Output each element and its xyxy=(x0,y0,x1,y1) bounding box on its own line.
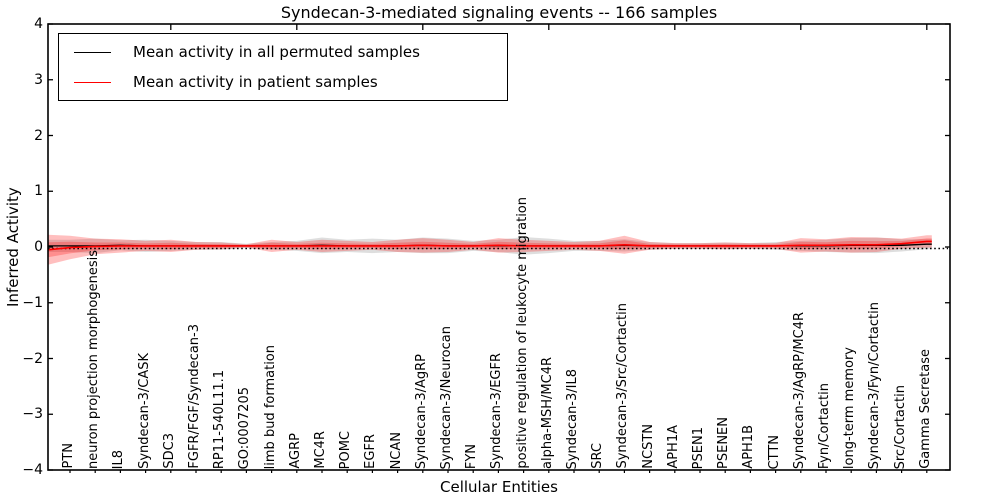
x-tick-label: FGFR/FGF/Syndecan-3 xyxy=(187,324,202,469)
x-tick-label: limb bud formation xyxy=(262,344,278,469)
x-tick-label: long-term memory xyxy=(842,346,858,469)
y-tick-label: −4 xyxy=(22,462,43,478)
y-tick-label: 0 xyxy=(34,239,43,255)
x-tick-label: Fyn/Cortactin xyxy=(817,382,832,469)
y-tick-label: 2 xyxy=(34,127,43,144)
x-axis-label: Cellular Entities xyxy=(440,478,558,496)
x-tick-label: APH1B xyxy=(741,425,757,469)
x-tick-label: SRC xyxy=(590,443,606,469)
y-tick-label: −3 xyxy=(22,406,43,423)
patient-mean-line xyxy=(47,240,932,251)
x-tick-label: GO:0007205 xyxy=(237,386,253,469)
x-tick-label: Gamma Secretase xyxy=(917,349,933,469)
y-tick-label: −2 xyxy=(22,350,43,367)
x-tick-label: Syndecan-3/EGFR xyxy=(489,353,505,469)
patient-range-band xyxy=(48,234,932,265)
x-tick-label: CTTN xyxy=(766,434,782,469)
x-tick-label: Syndecan-3/Neurocan xyxy=(439,325,454,469)
x-tick-label: Syndecan-3/Fyn/Cortactin xyxy=(867,301,883,469)
y-tick-label: 4 xyxy=(34,16,43,32)
legend: Mean activity in all permuted samples Me… xyxy=(58,33,508,101)
permuted-line-swatch xyxy=(74,51,111,53)
x-tick-label: Syndecan-3/AgRP/MC4R xyxy=(791,311,807,469)
x-tick-label: Src/Cortactin xyxy=(892,384,908,469)
y-tick-label: 1 xyxy=(34,183,43,200)
x-tick-label: RP11-540L11.1 xyxy=(212,369,228,469)
x-tick-label: neuron projection morphogenesis xyxy=(86,250,102,469)
x-tick-label: alpha-MSH/MC4R xyxy=(539,357,555,469)
x-tick-label: APH1A xyxy=(665,425,681,469)
x-tick-label: Syndecan-3/IL8 xyxy=(565,368,580,469)
x-tick-label: PSENEN xyxy=(716,417,732,469)
x-tick-label: Syndecan-3/AgRP xyxy=(413,353,429,469)
x-tick-label: FYN xyxy=(464,443,480,469)
x-tick-label: Syndecan-3/CASK xyxy=(136,353,152,469)
patient-line-swatch xyxy=(74,81,111,83)
x-tick-label: NCAN xyxy=(388,431,404,469)
x-tick-label: PSEN1 xyxy=(691,426,706,469)
x-tick-label: AGRP xyxy=(287,433,303,469)
x-tick-label: SDC3 xyxy=(161,433,177,469)
x-tick-label: IL8 xyxy=(111,449,127,469)
chart-title: Syndecan-3-mediated signaling events -- … xyxy=(280,3,718,22)
legend-label-permuted: Mean activity in all permuted samples xyxy=(133,43,420,61)
x-tick-label: positive regulation of leukocyte migrati… xyxy=(514,197,530,469)
legend-row: Mean activity in all permuted samples xyxy=(59,39,507,65)
x-tick-label: MC4R xyxy=(313,431,328,469)
x-tick-label: EGFR xyxy=(363,434,379,469)
x-tick-label: NCSTN xyxy=(640,424,656,469)
y-tick-label: −1 xyxy=(22,294,43,311)
x-tick-label: POMC xyxy=(338,430,354,469)
x-tick-label: Syndecan-3/Src/Cortactin xyxy=(615,303,631,469)
x-tick-label: PTN xyxy=(61,443,76,469)
legend-row: Mean activity in patient samples xyxy=(59,69,507,95)
legend-label-patient: Mean activity in patient samples xyxy=(133,73,378,91)
y-tick-label: 3 xyxy=(34,71,43,88)
